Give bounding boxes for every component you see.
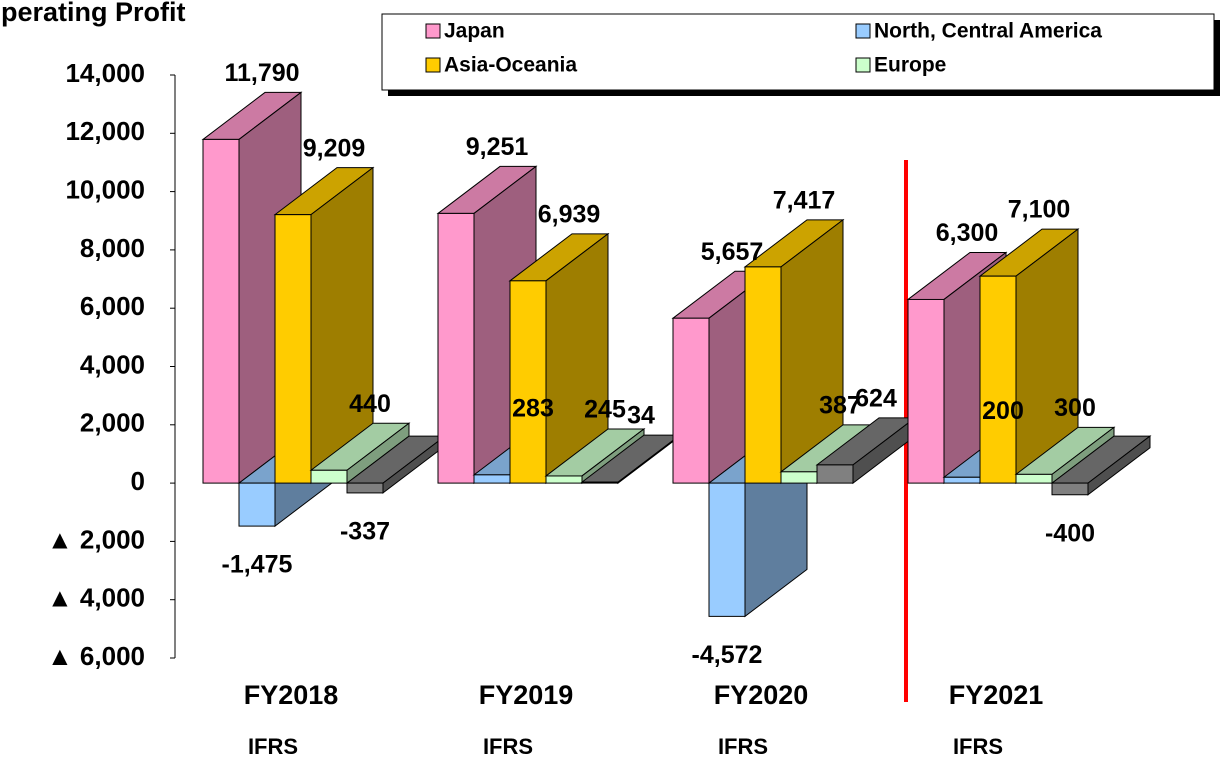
data-label: -337: [340, 518, 390, 546]
x-sublabel: IFRS: [483, 734, 533, 759]
y-tick-label: 8,000: [80, 233, 145, 263]
x-tick-label: FY2019: [479, 680, 574, 710]
chart-title: Operating Profit: [0, 0, 186, 27]
x-tick-label: FY2018: [244, 680, 339, 710]
bar-front: [581, 481, 619, 484]
bar-front: [274, 214, 312, 484]
data-label: 9,209: [303, 134, 366, 162]
bar: [743, 218, 845, 485]
bar: [815, 416, 917, 485]
legend-label: Japan: [444, 20, 505, 43]
y-tick-label: 14,000: [65, 58, 145, 88]
bar-front: [1015, 473, 1053, 484]
bar-front: [943, 476, 981, 484]
bar-front: [979, 275, 1017, 484]
bar-front: [907, 298, 945, 484]
bar-front: [545, 475, 583, 484]
y-tick-label: 10,000: [65, 174, 145, 204]
y-tick-label: 2,000: [80, 408, 145, 438]
y-tick-label: ▲ 6,000: [47, 641, 145, 671]
bar-front: [346, 482, 384, 494]
bar-front: [1051, 482, 1089, 496]
legend-label: Asia-Oceania: [444, 54, 577, 77]
data-label: 245: [584, 396, 626, 424]
data-label: 200: [982, 397, 1024, 425]
data-label: 6,939: [538, 200, 601, 228]
bar: [309, 422, 411, 485]
bar: [544, 427, 646, 485]
data-label: 387: [819, 391, 861, 419]
legend: [381, 13, 1215, 91]
x-tick-label: FY2021: [949, 680, 1044, 710]
data-label: 300: [1054, 394, 1096, 422]
x-sublabel: IFRS: [953, 734, 1003, 759]
data-label: 6,300: [936, 219, 999, 247]
legend-swatch: [425, 57, 441, 73]
bar: [273, 166, 375, 485]
legend-swatch: [425, 23, 441, 39]
bar-front: [238, 482, 276, 527]
bar-front: [437, 212, 475, 484]
bar-front: [473, 474, 511, 484]
bar-front: [202, 138, 240, 484]
data-label: 5,657: [701, 238, 764, 266]
y-tick-label: ▲ 4,000: [47, 583, 145, 613]
x-tick-label: FY2020: [714, 680, 809, 710]
data-label: 9,251: [466, 133, 529, 161]
data-label: 11,790: [224, 59, 299, 87]
x-sublabel: IFRS: [718, 734, 768, 759]
legend-swatch: [855, 23, 871, 39]
legend-label: Europe: [874, 54, 946, 77]
bar-front: [310, 469, 348, 484]
bar-front: [672, 317, 710, 484]
bar-front: [509, 280, 547, 484]
data-label: -400: [1045, 519, 1095, 547]
data-label: 7,417: [773, 187, 836, 215]
y-tick-label: ▲ 2,000: [47, 524, 145, 554]
x-sublabel: IFRS: [248, 734, 298, 759]
bar: [1050, 435, 1152, 496]
bar: [978, 228, 1080, 485]
bar: [1014, 426, 1116, 485]
bar-front: [816, 464, 854, 484]
data-label: -4,572: [692, 641, 763, 669]
y-tick-label: 12,000: [65, 116, 145, 146]
data-label: 624: [855, 385, 897, 413]
data-label: 34: [627, 402, 655, 430]
data-label: 7,100: [1008, 196, 1071, 224]
y-tick-label: 6,000: [80, 291, 145, 321]
bar-front: [708, 482, 746, 617]
y-tick-label: 4,000: [80, 349, 145, 379]
data-label: 440: [349, 390, 391, 418]
bar: [345, 435, 447, 494]
legend-label: North, Central America: [874, 20, 1102, 43]
bar: [508, 232, 610, 485]
bar-front: [780, 471, 818, 484]
y-tick-label: 0: [131, 466, 145, 496]
bar-front: [744, 266, 782, 484]
data-label: -1,475: [222, 551, 293, 579]
legend-swatch: [855, 57, 871, 73]
data-label: 283: [512, 394, 554, 422]
